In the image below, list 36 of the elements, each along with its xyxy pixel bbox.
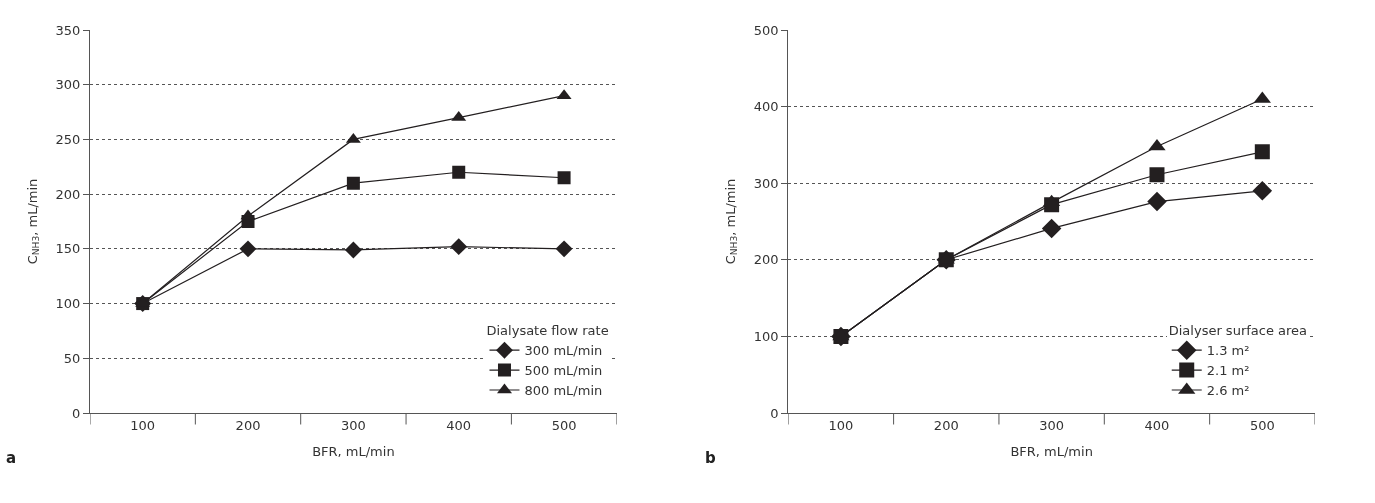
y-tick-label: 300	[55, 77, 81, 93]
x-tick-label: 400	[446, 417, 472, 433]
x-tick-label: 300	[1039, 417, 1065, 433]
legend-label: 300 mL/min	[524, 343, 603, 359]
legend-title: Dialysate flow rate	[486, 323, 609, 339]
legend-label: 500 mL/min	[524, 363, 603, 379]
y-tick-label: 200	[753, 252, 779, 268]
x-tick-label: 500	[551, 417, 577, 433]
y-tick-label: 350	[55, 22, 81, 38]
x-tick-label: 200	[933, 417, 959, 433]
x-tick-label: 200	[235, 417, 261, 433]
legend-label: 1.3 m²	[1206, 343, 1250, 359]
y-tick-label: 0	[770, 405, 779, 421]
legend-label: 2.6 m²	[1206, 383, 1250, 399]
y-tick-label: 100	[55, 296, 81, 312]
text: b	[705, 449, 716, 467]
legend-title: Dialyser surface area	[1168, 323, 1308, 339]
legend-label: 800 mL/min	[524, 383, 603, 399]
x-tick-label: 400	[1144, 417, 1170, 433]
legend-label: 2.1 m²	[1206, 363, 1250, 379]
y-tick-label: 250	[55, 131, 81, 147]
text: a	[6, 449, 17, 467]
x-axis-title: BFR, mL/min	[1010, 444, 1093, 460]
y-tick-label: 100	[753, 328, 779, 344]
x-tick-label: 100	[130, 417, 156, 433]
y-tick-label: 300	[753, 175, 779, 191]
x-tick-label: 100	[828, 417, 854, 433]
y-tick-label: 50	[63, 350, 81, 366]
x-tick-label: 300	[340, 417, 366, 433]
x-axis-title: BFR, mL/min	[312, 444, 395, 460]
y-tick-label: 400	[753, 99, 779, 115]
y-tick-label: 0	[72, 405, 81, 421]
y-tick-label: 200	[55, 186, 81, 202]
y-tick-label: 500	[753, 22, 779, 38]
x-tick-label: 500	[1249, 417, 1275, 433]
y-tick-label: 150	[55, 241, 81, 257]
